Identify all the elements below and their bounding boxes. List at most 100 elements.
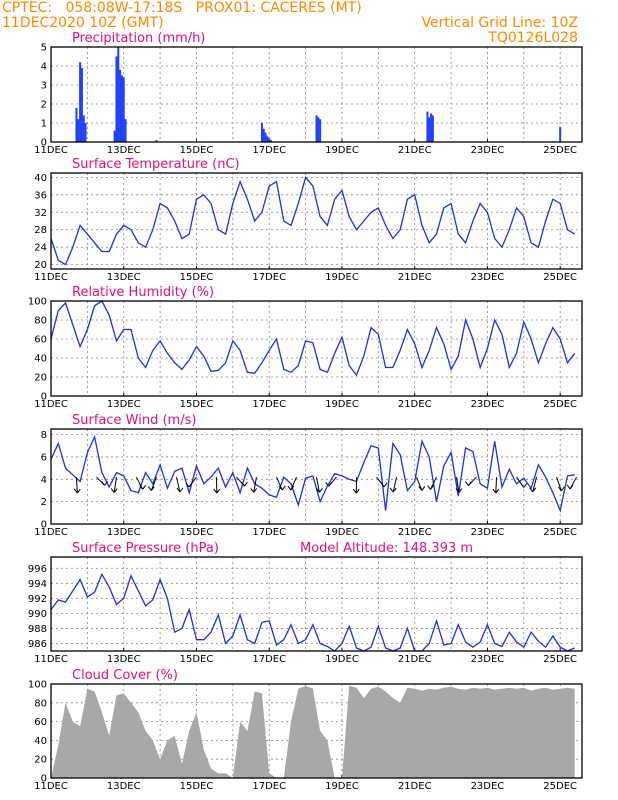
x-date-label: 19DEC: [325, 527, 359, 538]
wind-arrow-head: [185, 482, 190, 488]
x-date-label: 25DEC: [543, 399, 577, 410]
wind-arrow: [290, 476, 297, 491]
precip-bar: [82, 115, 85, 142]
precip-bar: [430, 113, 433, 142]
y-tick-label: 20: [34, 373, 47, 384]
wind-arrow-head: [427, 485, 431, 490]
y-tick-label: 40: [34, 173, 47, 184]
x-date-label: 15DEC: [180, 399, 214, 410]
y-tick-label: 36: [34, 190, 47, 201]
wind-arrow-head: [142, 485, 147, 490]
x-date-label: 11DEC: [34, 781, 68, 792]
precip-bar: [124, 119, 127, 142]
x-date-label: 19DEC: [325, 654, 359, 665]
y-tick-label: 1: [41, 119, 47, 130]
wind-arrow-head: [430, 485, 434, 490]
wind-arrow: [416, 476, 423, 491]
precip-bar: [319, 119, 322, 142]
wind-arrow-head: [569, 484, 574, 490]
y-tick-label: 4: [41, 475, 47, 486]
x-date-label: 21DEC: [398, 399, 432, 410]
header-station-line: CPTEC: 058:08W-17:18S PROX01: CACERES (M…: [2, 0, 362, 16]
y-tick-label: 0: [41, 774, 47, 785]
x-date-label: 25DEC: [543, 781, 577, 792]
precip-bar: [80, 67, 83, 142]
wind-arrow-head: [316, 487, 320, 493]
wind-arrow-head: [325, 482, 330, 487]
wind-arrow: [113, 476, 117, 493]
wind-arrow-head: [392, 487, 397, 493]
wind-arrow-head: [380, 482, 385, 488]
precip-bar: [260, 123, 263, 142]
x-date-label: 11DEC: [34, 654, 68, 665]
wind-arrow-head: [352, 488, 357, 494]
precip-bar: [77, 119, 80, 142]
wind-arrow-head: [495, 488, 500, 494]
precip-bar: [113, 130, 116, 142]
wind-arrow-head: [139, 485, 144, 490]
precip-bar: [315, 115, 318, 142]
precip-bar: [266, 136, 269, 142]
x-date-label: 13DEC: [107, 272, 141, 283]
x-date-label: 21DEC: [398, 527, 432, 538]
wind-arrow-head: [383, 482, 388, 488]
wind-arrow-head: [281, 485, 286, 491]
wind-arrow-head: [566, 484, 571, 490]
precip-bar: [268, 138, 271, 142]
panel-frame: [50, 428, 583, 525]
y-tick-label: 60: [34, 717, 47, 728]
y-tick-label: 4: [41, 62, 47, 73]
x-date-label: 21DEC: [398, 145, 432, 156]
wind-arrow: [316, 476, 320, 493]
x-date-label: 19DEC: [325, 145, 359, 156]
wind-arrow-head: [355, 488, 360, 494]
wind-arrow-head: [389, 487, 394, 493]
wind-arrow-head: [328, 482, 333, 487]
y-tick-label: 40: [34, 736, 47, 747]
wind-arrow-head: [150, 486, 155, 491]
y-tick-label: 20: [34, 755, 47, 766]
x-date-label: 25DEC: [543, 272, 577, 283]
y-tick-label: 32: [34, 208, 47, 219]
y-tick-label: 24: [34, 243, 47, 254]
x-date-label: 15DEC: [180, 272, 214, 283]
y-tick-label: 80: [34, 698, 47, 709]
y-tick-label: 986: [28, 639, 47, 650]
wind-arrow-head: [216, 488, 221, 494]
panel-subtitle: Model Altitude: 148.393 m: [300, 541, 473, 556]
panel-title: Surface Wind (m/s): [72, 413, 196, 428]
wind-arrow-head: [418, 486, 423, 491]
wind-arrow: [150, 476, 157, 491]
panel-frame: [50, 300, 583, 397]
x-date-label: 11DEC: [34, 399, 68, 410]
precip-bar: [431, 115, 434, 142]
precip-bar: [117, 47, 120, 142]
wind-arrow-head: [290, 485, 295, 491]
x-date-label: 25DEC: [543, 654, 577, 665]
panel-title: Relative Humidity (%): [72, 285, 214, 300]
wind-arrow-head: [253, 488, 258, 493]
wind-arrow-head: [73, 488, 78, 494]
wind-arrow-head: [188, 482, 193, 488]
cloud-cover-area: [51, 685, 575, 778]
x-date-label: 17DEC: [252, 145, 286, 156]
y-tick-label: 0: [41, 520, 47, 531]
wind-arrow-head: [523, 483, 528, 488]
y-tick-label: 992: [28, 594, 47, 605]
x-date-label: 15DEC: [180, 654, 214, 665]
x-date-label: 23DEC: [471, 399, 505, 410]
wind-arrow-head: [458, 488, 463, 493]
x-date-label: 13DEC: [107, 527, 141, 538]
precip-bar: [317, 117, 320, 142]
wind-arrow: [456, 476, 460, 493]
wind-arrow-head: [557, 486, 562, 492]
y-tick-label: 28: [34, 225, 47, 236]
wind-arrow: [253, 476, 257, 493]
panel-title: Cloud Cover (%): [72, 668, 178, 683]
wind-arrow-head: [421, 486, 426, 491]
precip-bar: [75, 107, 78, 142]
wind-arrow: [532, 476, 538, 492]
wind-arrow-head: [250, 488, 255, 493]
y-tick-label: 2: [41, 497, 47, 508]
wind-arrow-head: [179, 487, 184, 493]
